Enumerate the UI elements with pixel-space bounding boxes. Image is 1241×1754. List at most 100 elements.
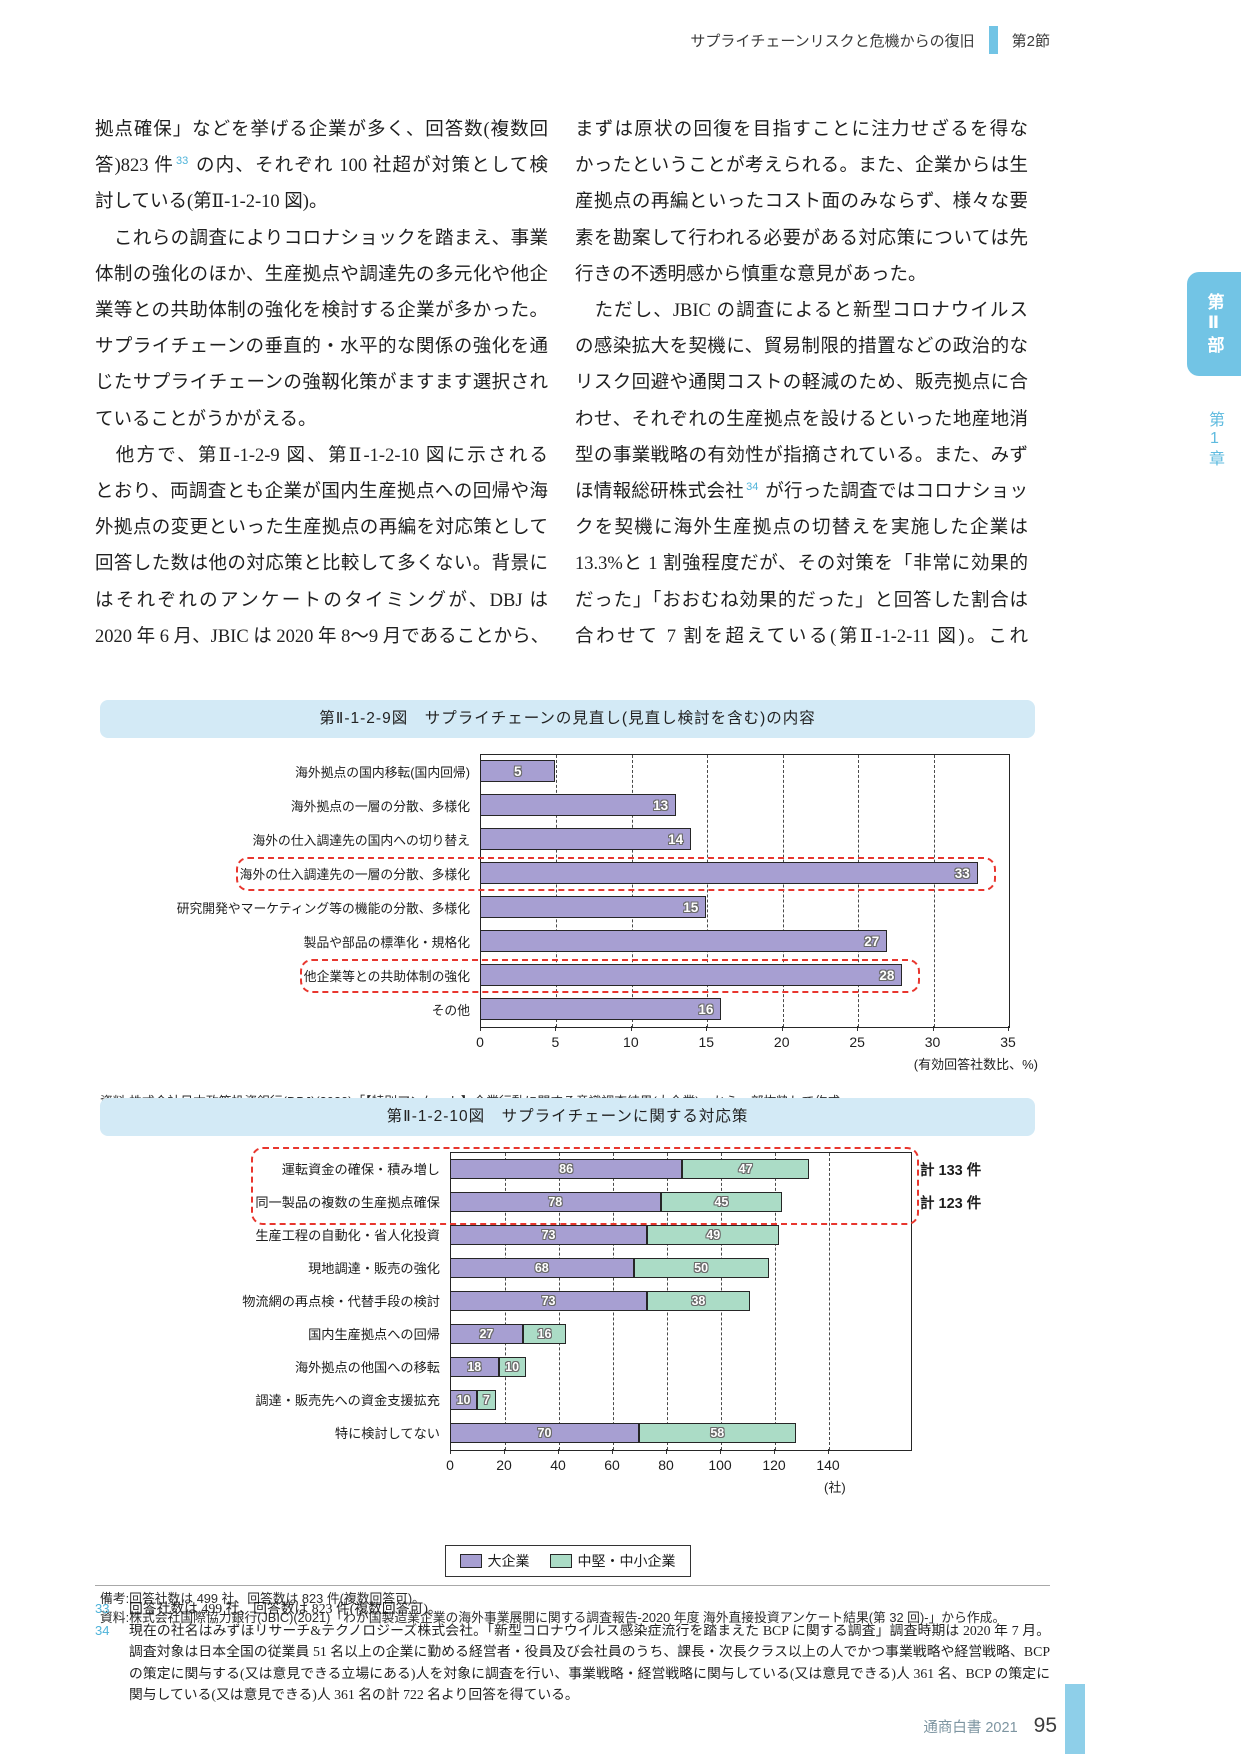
figure2-title: 第Ⅱ-1-2-10図 サプライチェーンに関する対応策 <box>100 1098 1035 1136</box>
axis-tick-label: 10 <box>623 1034 639 1050</box>
chart-row: その他 16 <box>100 992 1035 1026</box>
axis-tick <box>558 1449 559 1454</box>
bar-track: 73 49 <box>450 1218 910 1251</box>
category-label-text: 現地調達・販売の強化 <box>308 1261 440 1276</box>
body-line: 外拠点の変更といった生産拠点の再編を対応策として <box>95 518 548 539</box>
bar-segment-sme: 58 <box>639 1422 796 1443</box>
category-label-text: 他企業等との共助体制の強化 <box>303 968 470 984</box>
axis-tick-label: 30 <box>924 1034 941 1050</box>
body-line: 合わせて 7 割を超えている(第Ⅱ-1-2-11 図)。これ <box>575 626 1028 647</box>
body-line: わせ、それぞれの生産拠点を設けるといった地産地消 <box>575 409 1028 430</box>
bar: 27 <box>480 930 888 952</box>
bar-value: 13 <box>653 797 669 813</box>
category-label: 海外拠点の一層の分散、多様化 <box>100 796 480 815</box>
bar-segment-large-enterprise: 18 <box>450 1356 499 1377</box>
body-line: 行きの不透明感から慎重な意見があった。 <box>575 264 927 285</box>
bar-track: 68 50 <box>450 1251 910 1284</box>
bar-segment-sme: 10 <box>498 1356 526 1377</box>
axis-unit-label: (有効回答社数比、%) <box>913 1057 1038 1072</box>
chart-row: 海外の仕入調達先の一層の分散、多様化 33 <box>100 856 1035 890</box>
bar-track: 16 <box>480 992 1008 1026</box>
total-count-label: 計 123 件 <box>920 1196 982 1212</box>
category-label-text: 海外拠点の他国への移転 <box>294 1360 440 1375</box>
body-line: 13.3%と 1 割強程度だが、その対策を「非常に効果的 <box>575 554 1028 575</box>
bar-value: 68 <box>534 1260 549 1275</box>
figure2-note: 備考:回答社数は 499 社、回答数は 823 件(複数回答可)。 <box>100 1591 425 1606</box>
chart-row: 特に検討してない 70 58 <box>100 1416 1035 1449</box>
bar-segment-sme: 7 <box>477 1389 496 1410</box>
chart-row: 生産工程の自動化・省人化投資 73 49 <box>100 1218 1035 1251</box>
footnote-ref[interactable]: 33 <box>175 155 189 168</box>
chart-row: 研究開発やマーケティング等の機能の分散、多様化 15 <box>100 890 1035 924</box>
category-label: 国内生産拠点への回帰 <box>100 1324 450 1343</box>
chart1-plot-area <box>480 754 1010 1028</box>
chart-row: 現地調達・販売の強化 68 50 <box>100 1251 1035 1284</box>
bar-track: 28 <box>480 958 1008 992</box>
side-tab-part: 第Ⅱ部 <box>1187 272 1241 376</box>
body-line: 答)823 件 33 の内、それぞれ 100 社超が対策として検 <box>95 155 548 177</box>
body-line: ほ情報総研株式会社 34 が行った調査ではコロナショッ <box>575 480 1028 503</box>
axis-tick-label: 20 <box>773 1034 790 1050</box>
bar-segment-sme: 50 <box>633 1257 769 1278</box>
category-label: 物流網の再点検・代替手段の検討 <box>100 1291 450 1310</box>
axis-tick-label: 100 <box>708 1457 732 1473</box>
category-label-text: 運転資金の確保・積み増し <box>281 1162 440 1177</box>
axis-tick <box>706 1026 708 1031</box>
axis-tick-label: 80 <box>658 1457 674 1473</box>
bar-segment-large-enterprise: 73 <box>450 1224 648 1245</box>
body-line: の感染拡大を契機に、貿易制限的措置などの政治的な <box>575 337 1028 358</box>
axis-tick <box>666 1449 667 1454</box>
gridline <box>556 755 558 1027</box>
category-label: 現地調達・販売の強化 <box>100 1258 450 1277</box>
body-line: 体制の強化のほか、生産拠点や調達先の多元化や他企 <box>95 264 548 285</box>
axis-tick <box>630 1026 632 1031</box>
body-line: 素を勘案して行われる必要がある対応策については先 <box>575 228 1028 249</box>
bar-segment-sme: 16 <box>522 1323 567 1344</box>
axis-tick-label: 60 <box>604 1457 620 1473</box>
category-label-text: 海外の仕入調達先の国内への切り替え <box>252 832 470 848</box>
chart-row: 製品や部品の標準化・規格化 27 <box>100 924 1035 958</box>
footnote-number: 33 <box>95 1601 110 1616</box>
page-footer: 通商白書 2021 95 <box>923 1714 1057 1738</box>
axis-tick <box>504 1449 505 1454</box>
footnote-ref[interactable]: 34 <box>746 480 759 493</box>
category-label: 運転資金の確保・積み増し <box>100 1159 450 1178</box>
bar-track: 5 <box>480 754 1008 788</box>
bar-value: 5 <box>513 763 522 779</box>
legend-swatch <box>549 1554 572 1568</box>
chart-row: 同一製品の複数の生産拠点確保 78 45 <box>100 1185 1035 1218</box>
chart-row: 海外拠点の一層の分散、多様化 13 <box>100 788 1035 822</box>
running-head-title: サプライチェーンリスクと危機からの復旧 <box>690 32 975 50</box>
body-line: リスク回避や通関コストの軽減のため、販売拠点に合 <box>575 373 1028 394</box>
category-label: 同一製品の複数の生産拠点確保 <box>100 1192 450 1211</box>
bar-segment-large-enterprise: 86 <box>450 1158 683 1179</box>
bar: 16 <box>480 998 722 1020</box>
footnote: 33 回答社数は 499 社、回答数は 823 件(複数回答可)。 <box>95 1598 1050 1620</box>
axis-tick-label: 20 <box>496 1457 512 1473</box>
bar-segment-large-enterprise: 68 <box>450 1257 634 1278</box>
category-label-text: 生産工程の自動化・省人化投資 <box>255 1228 440 1243</box>
bar-value: 28 <box>879 967 895 983</box>
category-label-text: 特に検討してない <box>334 1426 440 1441</box>
category-label: 海外拠点の国内移転(国内回帰) <box>100 762 480 781</box>
body-line: クを契機に海外生産拠点の切替えを実施した企業は <box>575 518 1028 539</box>
bar-segment-large-enterprise: 78 <box>450 1191 661 1212</box>
category-label-text: 海外拠点の一層の分散、多様化 <box>290 798 470 814</box>
category-label: 海外の仕入調達先の国内への切り替え <box>100 830 480 849</box>
bar-segment-sme: 45 <box>660 1191 783 1212</box>
gridline <box>707 755 709 1027</box>
category-label-text: 国内生産拠点への回帰 <box>308 1327 440 1342</box>
footnote-text: 現在の社名はみずほリサーチ&テクノロジーズ株式会社。「新型コロナウイルス感染症流… <box>129 1622 1050 1703</box>
legend-item: 大企業 <box>459 1551 530 1571</box>
body-line: ただし、JBIC の調査によると新型コロナウイルス <box>575 301 1028 322</box>
footnotes-section: 33 回答社数は 499 社、回答数は 823 件(複数回答可)。 34 現在の社名は… <box>95 1585 1050 1706</box>
bar-track: 15 <box>480 890 1008 924</box>
bar-segment-large-enterprise: 70 <box>450 1422 639 1443</box>
total-count-label: 計 133 件 <box>920 1163 982 1179</box>
bar-value: 7 <box>482 1392 490 1407</box>
axis-tick <box>450 1449 451 1454</box>
body-line: 回答した数は他の対応策と比較して多くない。背景に <box>95 554 548 575</box>
axis-tick-label: 25 <box>849 1034 865 1050</box>
book-title: 通商白書 2021 <box>923 1720 1018 1736</box>
figure2-source: 資料:株式会社国際協力銀行(JBIC)(2021)「わが国製造業企業の海外事業展… <box>100 1610 1006 1625</box>
